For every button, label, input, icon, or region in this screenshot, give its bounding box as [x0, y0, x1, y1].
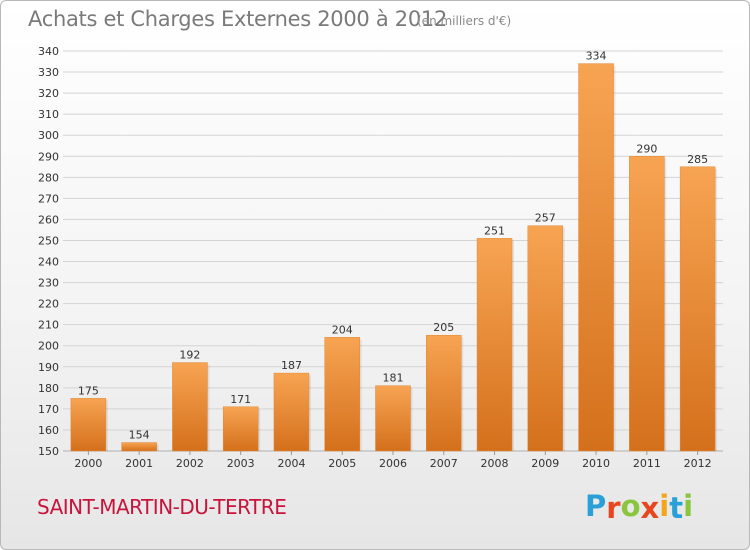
bars — [70, 63, 718, 452]
y-tick-label: 190 — [38, 361, 59, 374]
bar-2011 — [629, 156, 665, 452]
y-tick-label: 320 — [38, 87, 59, 100]
data-label-2000: 175 — [78, 384, 99, 397]
data-label-2005: 204 — [332, 323, 353, 336]
bar-2012 — [679, 166, 716, 452]
y-tick-label: 230 — [38, 277, 59, 290]
x-tick-label-2005: 2005 — [328, 457, 356, 470]
bar-2002 — [172, 362, 208, 452]
bar-2010 — [578, 63, 614, 452]
data-labels: 175 154 192 171 187 204 181 205 251 257 334 290 285 — [78, 50, 708, 442]
y-axis-ticks: 150 160 170 180 190 200 210 220 230 240 250 260 270 2… — [38, 45, 59, 458]
y-tick-label: 170 — [38, 403, 59, 416]
y-tick-label: 200 — [38, 340, 59, 353]
x-tick-label-2003: 2003 — [227, 457, 255, 470]
bar-2008 — [476, 238, 513, 452]
data-label-2008: 251 — [484, 224, 505, 237]
y-tick-label: 310 — [38, 108, 59, 121]
x-tick-label-2010: 2010 — [582, 457, 610, 470]
logo-letter: x — [640, 491, 660, 525]
chart-unit: (en milliers d'€) — [417, 14, 512, 28]
x-tick-label-2006: 2006 — [379, 457, 407, 470]
y-tick-label: 280 — [38, 171, 59, 184]
y-tick-label: 250 — [38, 234, 59, 247]
data-label-2007: 205 — [433, 321, 454, 334]
y-tick-label: 260 — [38, 213, 59, 226]
logo-letter: t — [669, 491, 684, 525]
bar-2009 — [527, 225, 564, 452]
x-tick-label-2011: 2011 — [633, 457, 661, 470]
logo-letter: r — [606, 491, 621, 525]
x-tick-label-2004: 2004 — [277, 457, 305, 470]
x-tick-label-2012: 2012 — [684, 457, 712, 470]
y-tick-label: 340 — [38, 45, 59, 58]
bar-2003 — [222, 406, 259, 452]
data-label-2004: 187 — [281, 359, 302, 372]
bar-2000 — [70, 398, 107, 452]
bar-2005 — [324, 337, 360, 452]
bar-2001 — [121, 442, 157, 452]
y-tick-label: 300 — [38, 129, 59, 142]
y-tick-label: 240 — [38, 256, 59, 269]
data-label-2011: 290 — [636, 142, 657, 155]
x-tick-label-2002: 2002 — [176, 457, 204, 470]
data-label-2010: 334 — [586, 50, 607, 63]
y-tick-label: 330 — [38, 66, 59, 79]
data-label-2003: 171 — [230, 393, 251, 406]
y-tick-label: 150 — [38, 445, 59, 458]
logo-letter: i — [659, 489, 670, 523]
commune-name: SAINT-MARTIN-DU-TERTRE — [37, 495, 287, 519]
x-axis-ticks: 2000 2001 2002 2003 2004 2005 2006 2007 2008 2009… — [74, 451, 712, 470]
logo-letter: o — [620, 489, 641, 523]
y-tick-label: 160 — [38, 424, 59, 437]
y-tick-label: 180 — [38, 382, 59, 395]
y-tick-label: 270 — [38, 192, 59, 205]
bar-2007 — [426, 334, 462, 452]
bar-2006 — [375, 385, 411, 452]
proxiti-logo: Proxiti — [585, 489, 694, 525]
y-tick-label: 290 — [38, 150, 59, 163]
y-tick-label: 220 — [38, 298, 59, 311]
chart-title: Achats et Charges Externes 2000 à 2012 — [28, 7, 448, 31]
data-label-2012: 285 — [687, 153, 708, 166]
x-tick-label-2001: 2001 — [125, 457, 153, 470]
data-label-2002: 192 — [179, 349, 200, 362]
x-tick-label-2009: 2009 — [531, 457, 559, 470]
logo-letter: P — [585, 489, 607, 523]
x-tick-label-2007: 2007 — [430, 457, 458, 470]
data-label-2006: 181 — [383, 372, 404, 385]
bar-2004 — [273, 372, 310, 452]
logo-letter: i — [683, 489, 694, 523]
x-tick-label-2008: 2008 — [481, 457, 509, 470]
y-tick-label: 210 — [38, 319, 59, 332]
x-tick-label-2000: 2000 — [74, 457, 102, 470]
data-label-2009: 257 — [535, 212, 556, 225]
data-label-2001: 154 — [129, 429, 150, 442]
